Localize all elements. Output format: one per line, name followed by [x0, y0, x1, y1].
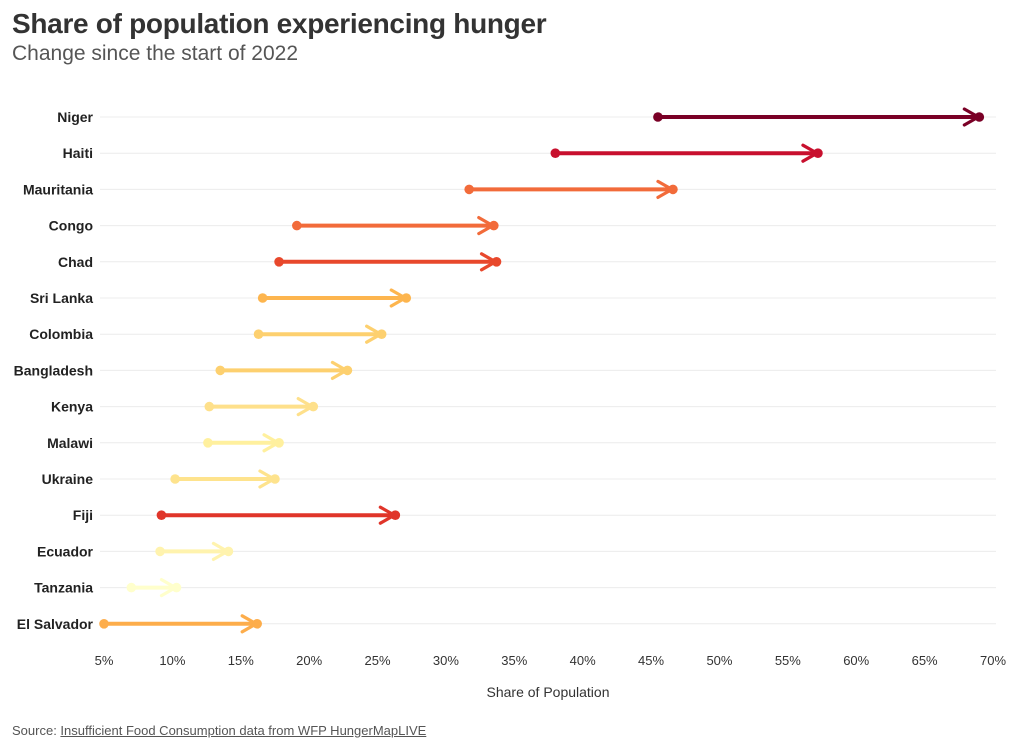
arrowhead [365, 324, 383, 344]
start-point [170, 474, 180, 484]
arrowhead [477, 216, 495, 236]
arrowhead [159, 577, 178, 598]
arrowhead [330, 360, 349, 380]
dumbbell-row [215, 360, 353, 380]
arrowhead [378, 505, 396, 525]
country-label: Chad [58, 254, 93, 270]
country-label: Congo [49, 218, 93, 234]
start-point [215, 365, 226, 376]
x-tick-label: 55% [775, 653, 801, 668]
start-point [156, 510, 167, 520]
country-label: Ukraine [42, 471, 94, 487]
country-label: Mauritania [23, 181, 93, 197]
start-point [653, 112, 663, 122]
x-tick-label: 20% [296, 653, 322, 668]
country-label: Haiti [63, 145, 93, 161]
dumbbell-row [204, 397, 319, 417]
x-tick-label: 45% [638, 653, 664, 668]
dumbbell-row [99, 614, 262, 634]
start-point [292, 220, 302, 231]
dumbbell-row [464, 179, 678, 199]
arrowhead [801, 143, 819, 163]
dumbbell-row [257, 288, 412, 308]
x-axis-ticks: 5% 10% 15% 20% 25% 30% 35% 40% 45% 50% 55% 60% 65% 70… [95, 653, 1007, 668]
start-point [550, 148, 561, 158]
x-tick-label: 70% [980, 653, 1006, 668]
data-marks [99, 107, 985, 634]
dumbbell-row [653, 107, 985, 127]
x-tick-label: 40% [570, 653, 596, 668]
country-label: Tanzania [34, 580, 93, 596]
country-label: Bangladesh [14, 362, 93, 378]
x-tick-label: 10% [159, 653, 185, 668]
arrowhead [211, 541, 230, 562]
x-tick-label: 65% [912, 653, 938, 668]
country-label: Sri Lanka [30, 290, 93, 306]
chart-subtitle: Change since the start of 2022 [12, 42, 299, 65]
x-tick-label: 60% [843, 653, 869, 668]
dumbbell-row [550, 143, 823, 163]
arrowhead [296, 397, 314, 417]
x-tick-label: 35% [501, 653, 527, 668]
country-labels: Niger Haiti Mauritania Congo Chad Sri Lanka Co… [14, 109, 94, 632]
dumbbell-row [155, 541, 234, 562]
chart-title: Share of population experiencing hunger [12, 8, 547, 39]
source-link[interactable]: Insufficient Food Consumption data from … [60, 723, 427, 738]
country-label: Kenya [51, 399, 93, 415]
arrowhead [240, 614, 258, 634]
dumbbell-row [126, 577, 182, 598]
start-point [99, 619, 109, 629]
dumbbell-row [156, 505, 401, 525]
dumbbell-row [203, 433, 284, 453]
start-point [257, 293, 268, 303]
country-label: Colombia [29, 326, 93, 342]
x-tick-label: 30% [433, 653, 459, 668]
dumbbell-row [253, 324, 387, 344]
country-label: Fiji [73, 507, 93, 523]
source-note: Source: Insufficient Food Consumption da… [12, 723, 426, 738]
arrowhead [258, 469, 276, 489]
start-point [253, 329, 264, 340]
country-label: Ecuador [37, 543, 94, 559]
arrowhead [262, 433, 280, 453]
start-point [203, 438, 213, 448]
dumbbell-row [274, 252, 502, 272]
arrowhead [656, 179, 674, 199]
start-point [155, 546, 165, 557]
arrowhead [479, 252, 498, 272]
x-tick-label: 25% [365, 653, 391, 668]
start-point [126, 582, 137, 593]
dumbbell-row [292, 216, 499, 236]
start-point [274, 257, 284, 267]
dumbbell-row [170, 469, 280, 489]
start-point [204, 401, 215, 412]
arrowhead [962, 107, 980, 127]
country-label: Niger [57, 109, 93, 125]
x-tick-label: 5% [95, 653, 114, 668]
arrowhead [389, 288, 407, 308]
x-tick-label: 50% [706, 653, 732, 668]
start-point [464, 184, 474, 195]
x-tick-label: 15% [228, 653, 254, 668]
country-label: Malawi [47, 435, 93, 451]
source-prefix: Source: [12, 723, 61, 738]
x-axis-label: Share of Population [487, 684, 610, 700]
country-label: El Salvador [17, 616, 94, 632]
